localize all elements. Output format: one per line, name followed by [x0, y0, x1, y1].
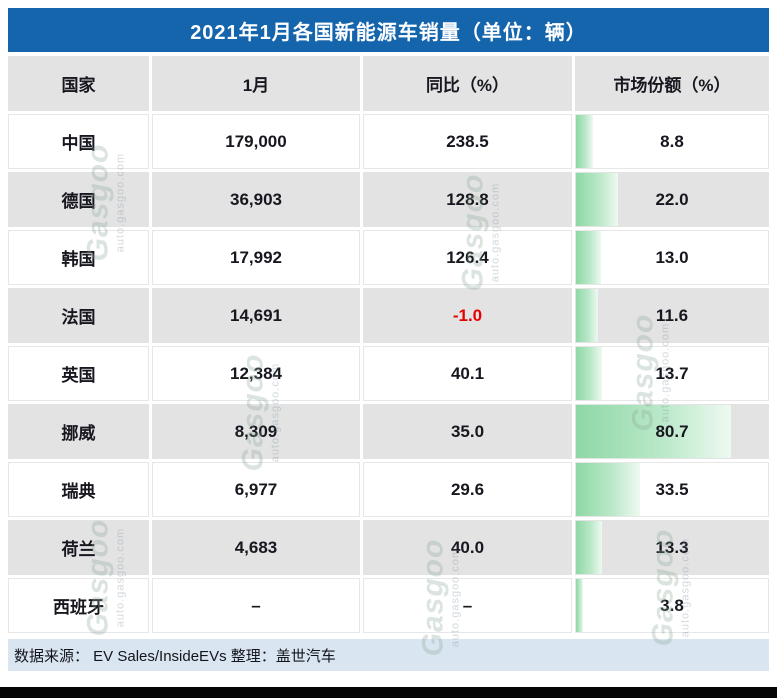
jan-sales-cell-label: 36,903	[230, 189, 282, 209]
country-cell-label: 德国	[61, 192, 96, 211]
market-share-bar	[576, 347, 603, 400]
column-header-0: 国家	[8, 56, 149, 111]
column-header-2: 同比（%）	[363, 56, 572, 111]
market-share-value: 13.7	[655, 363, 689, 383]
bottom-black-bar	[0, 687, 777, 698]
country-cell-label: 法国	[61, 308, 96, 327]
country-cell: 韩国	[8, 230, 149, 285]
country-cell-label: 西班牙	[53, 598, 104, 617]
market-share-bar	[576, 521, 602, 574]
market-share-value: 13.0	[655, 247, 689, 267]
jan-sales-cell-label: 14,691	[230, 305, 282, 325]
jan-sales-cell-label: 6,977	[234, 479, 278, 499]
jan-sales-cell: –	[152, 578, 360, 633]
country-cell: 西班牙	[8, 578, 149, 633]
country-cell: 中国	[8, 114, 149, 169]
country-cell-label: 英国	[61, 366, 96, 385]
market-share-cell: 8.8	[575, 114, 769, 169]
country-cell: 德国	[8, 172, 149, 227]
yoy-cell-label: 29.6	[450, 479, 485, 499]
jan-sales-cell-label: 179,000	[225, 131, 287, 151]
yoy-cell-label: 35.0	[450, 421, 485, 441]
country-cell: 挪威	[8, 404, 149, 459]
market-share-bar	[576, 579, 584, 632]
jan-sales-cell: 12,384	[152, 346, 360, 401]
market-share-bar	[576, 231, 601, 284]
market-share-cell: 13.0	[575, 230, 769, 285]
market-share-value: 22.0	[655, 189, 689, 209]
jan-sales-cell: 4,683	[152, 520, 360, 575]
yoy-cell: -1.0	[363, 288, 572, 343]
jan-sales-cell-label: –	[251, 595, 261, 615]
market-share-cell: 3.8	[575, 578, 769, 633]
jan-sales-cell-label: 12,384	[230, 363, 282, 383]
market-share-value: 3.8	[660, 595, 684, 615]
yoy-cell: 40.0	[363, 520, 572, 575]
market-share-cell: 13.7	[575, 346, 769, 401]
country-cell-label: 荷兰	[61, 540, 96, 559]
jan-sales-cell-label: 8,309	[234, 421, 278, 441]
yoy-cell: 238.5	[363, 114, 572, 169]
country-cell: 英国	[8, 346, 149, 401]
yoy-cell-label: –	[462, 595, 473, 615]
market-share-value: 13.3	[655, 537, 689, 557]
yoy-cell-label: 128.8	[446, 189, 489, 209]
market-share-value: 11.6	[655, 305, 689, 325]
market-share-cell: 33.5	[575, 462, 769, 517]
jan-sales-cell: 8,309	[152, 404, 360, 459]
yoy-cell: 29.6	[363, 462, 572, 517]
market-share-cell: 13.3	[575, 520, 769, 575]
yoy-cell-label: 40.1	[450, 363, 485, 383]
market-share-value: 8.8	[660, 131, 684, 151]
market-share-value: 80.7	[655, 421, 689, 441]
yoy-cell: –	[363, 578, 572, 633]
market-share-cell: 11.6	[575, 288, 769, 343]
jan-sales-cell: 6,977	[152, 462, 360, 517]
country-cell: 荷兰	[8, 520, 149, 575]
market-share-bar	[576, 289, 599, 342]
yoy-cell-label: 126.4	[446, 247, 489, 267]
country-cell: 法国	[8, 288, 149, 343]
jan-sales-cell-label: 4,683	[234, 537, 278, 557]
data-source-note: 数据来源： EV Sales/InsideEVs 整理：盖世汽车	[8, 639, 769, 671]
yoy-cell-label: 238.5	[446, 131, 489, 151]
jan-sales-cell: 36,903	[152, 172, 360, 227]
market-share-cell: 80.7	[575, 404, 769, 459]
country-cell-label: 挪威	[61, 424, 96, 443]
country-cell-label: 韩国	[61, 250, 96, 269]
country-cell-label: 瑞典	[61, 482, 96, 501]
market-share-value: 33.5	[655, 479, 689, 499]
market-share-bar	[576, 115, 593, 168]
jan-sales-cell: 14,691	[152, 288, 360, 343]
market-share-bar	[576, 173, 619, 226]
column-header-3: 市场份额（%）	[575, 56, 769, 111]
yoy-cell-label: 40.0	[450, 537, 485, 557]
jan-sales-cell: 17,992	[152, 230, 360, 285]
market-share-bar	[576, 405, 731, 458]
sales-table: 国家 1月 同比（%） 市场份额（%） 中国 179,000 238.5 8.8 德国 36,90…	[8, 56, 769, 633]
yoy-cell: 35.0	[363, 404, 572, 459]
yoy-cell: 40.1	[363, 346, 572, 401]
yoy-cell-label: -1.0	[452, 305, 483, 325]
yoy-cell: 128.8	[363, 172, 572, 227]
market-share-bar	[576, 463, 641, 516]
country-cell-label: 中国	[61, 134, 96, 153]
market-share-cell: 22.0	[575, 172, 769, 227]
jan-sales-cell-label: 17,992	[230, 247, 282, 267]
yoy-cell: 126.4	[363, 230, 572, 285]
country-cell: 瑞典	[8, 462, 149, 517]
column-header-1: 1月	[152, 56, 360, 111]
jan-sales-cell: 179,000	[152, 114, 360, 169]
table-title: 2021年1月各国新能源车销量（单位：辆）	[8, 8, 769, 52]
